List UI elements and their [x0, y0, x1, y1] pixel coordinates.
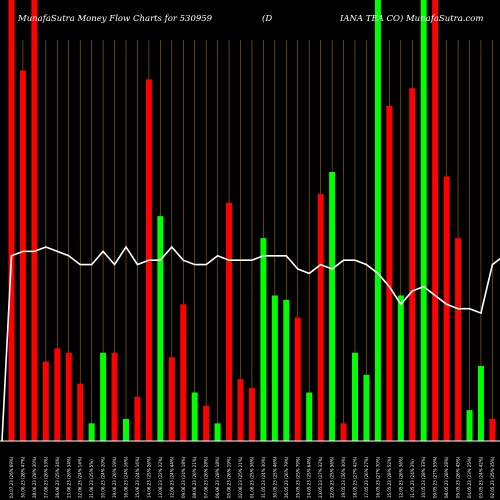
x-tick-label: 02.06.23 (25% 21%)	[238, 456, 243, 498]
money-flow-bar	[466, 410, 473, 441]
money-flow-bar	[420, 0, 427, 441]
x-tick-label: 19.06.23 (26% 19%)	[112, 456, 117, 498]
money-flow-bar	[180, 304, 187, 441]
money-flow-bar	[54, 348, 61, 441]
money-flow-bar	[191, 392, 198, 441]
x-tick-label: 24.05.23 (25% 64%)	[307, 456, 312, 498]
chart-title-middle: (D	[262, 14, 273, 24]
x-tick-label: 16.05.23 (27% 70%)	[375, 456, 380, 498]
x-tick-label: 26.05.23 (26% 79%)	[284, 456, 289, 498]
x-tick-label: 16.06.23 (24% 16%)	[124, 456, 129, 498]
x-tick-label: 22.06.23 (24% 14%)	[78, 456, 83, 498]
bar-series	[8, 0, 496, 442]
money-flow-bar	[77, 383, 84, 441]
money-flow-bar	[306, 392, 313, 441]
x-tick-labels: 03.07.23 (26% 69%) 30.06.23 (28% 47%) 28.0…	[9, 456, 495, 498]
x-tick-label: 15.05.23 (28% 52%)	[387, 456, 392, 498]
x-tick-label: 30.06.23 (28% 47%)	[20, 456, 25, 498]
x-tick-label: 31.05.23 (24% 30%)	[261, 456, 266, 498]
money-flow-bar	[8, 0, 15, 441]
x-tick-label: 06.06.23 (28% 18%)	[215, 456, 220, 498]
money-flow-bar	[283, 299, 290, 441]
money-flow-bar	[409, 88, 416, 441]
money-flow-bar	[226, 202, 233, 441]
x-tick-label: 25.05.23 (25% 79%)	[295, 456, 300, 498]
money-flow-bar	[19, 70, 26, 441]
money-flow-bar	[123, 418, 129, 441]
x-tick-label: 28.06.23 (28% 30%)	[32, 456, 37, 498]
money-flow-bar	[271, 295, 278, 441]
money-flow-bar	[168, 357, 175, 441]
x-tick-label: 03.05.23 (24% 42%)	[478, 456, 483, 498]
money-flow-bar	[329, 171, 336, 442]
grid-lines	[11, 40, 493, 441]
money-flow-bar	[443, 176, 450, 441]
x-tick-label: 23.06.23 (26% 34%)	[66, 456, 71, 498]
x-tick-label: 30.05.23 (25% 46%)	[272, 456, 277, 498]
money-flow-bar	[157, 216, 164, 441]
x-tick-label: 05.05.23 (26% 45%)	[456, 456, 461, 498]
x-tick-label: 27.06.23 (26% 53%)	[43, 456, 48, 498]
x-tick-label: 10.05.23 (28% 33%)	[421, 456, 426, 498]
x-tick-label: 21.06.23 (25% 5%)	[89, 459, 94, 498]
money-flow-bar	[317, 194, 324, 441]
money-flow-bar	[134, 396, 141, 441]
x-tick-label: 08.06.23 (26% 21%)	[192, 456, 197, 498]
money-flow-bar	[386, 105, 393, 441]
money-flow-bar	[42, 361, 49, 441]
x-tick-label: 03.07.23 (26% 69%)	[9, 456, 14, 498]
x-tick-label: 20.06.23 (24% 20%)	[101, 456, 106, 498]
x-tick-label: 01.06.23 (25% 36%)	[249, 456, 254, 498]
money-flow-bar	[455, 238, 462, 441]
x-tick-label: 09.06.23 (24% 18%)	[181, 456, 186, 498]
money-flow-bar	[397, 295, 404, 441]
x-tick-label: 17.05.23 (26% 27%)	[364, 456, 369, 498]
money-flow-bar	[294, 317, 301, 441]
x-tick-label: 09.05.23 (27% 55%)	[433, 456, 438, 498]
x-tick-label: 12.05.23 (26% 36%)	[398, 456, 403, 498]
chart-title-right: IANA TEA CO) MunafaSutra.com	[340, 14, 484, 24]
x-tick-label: 18.05.23 (27% 42%)	[353, 456, 358, 498]
money-flow-bar	[260, 238, 267, 441]
x-tick-label: 11.05.23 (24% 3%)	[410, 459, 415, 498]
money-flow-bar	[352, 352, 358, 441]
money-flow-bar	[340, 423, 347, 441]
x-tick-label: 22.05.23 (25% 56%)	[330, 456, 335, 498]
money-flow-bar	[88, 423, 95, 441]
money-flow-bar	[363, 374, 370, 441]
money-flow-bar	[214, 423, 221, 441]
money-flow-bar	[31, 0, 38, 441]
money-flow-bar	[100, 352, 107, 441]
x-tick-label: 04.05.23 (23% 25%)	[467, 456, 472, 498]
x-tick-label: 08.05.23 (28% 28%)	[444, 456, 449, 498]
x-tick-label: 14.06.23 (25% 26%)	[146, 456, 151, 498]
money-flow-bar	[65, 352, 72, 441]
money-flow-bar	[237, 379, 244, 441]
money-flow-bar	[489, 418, 496, 441]
x-tick-label: 05.06.23 (26% 19%)	[227, 456, 232, 498]
money-flow-bar	[203, 405, 210, 441]
x-tick-label: 23.05.23 (27% 32%)	[318, 456, 323, 498]
x-tick-label: 26.06.23 (25% 34%)	[55, 456, 60, 498]
money-flow-bar	[248, 388, 255, 441]
x-tick-label: 12.06.23 (24% 44%)	[169, 456, 174, 498]
x-tick-label: 15.06.23 (24% 16%)	[135, 456, 140, 498]
line-series	[1, 245, 500, 442]
x-tick-label: 19.05.23 (26% 30%)	[341, 456, 346, 498]
money-flow-bar	[111, 352, 118, 441]
chart-title-left: MunafaSutra Money Flow Charts for 530959	[18, 14, 213, 24]
money-flow-bar	[432, 0, 439, 441]
money-flow-bar	[477, 366, 484, 441]
money-flow-line	[1, 245, 500, 442]
x-tick-label: 02.05.23 (25% 35%)	[490, 456, 495, 498]
money-flow-bar	[374, 0, 381, 441]
x-tick-label: 13.06.23 (22% 22%)	[158, 456, 163, 498]
x-tick-label: 07.06.23 (26% 28%)	[204, 456, 209, 498]
